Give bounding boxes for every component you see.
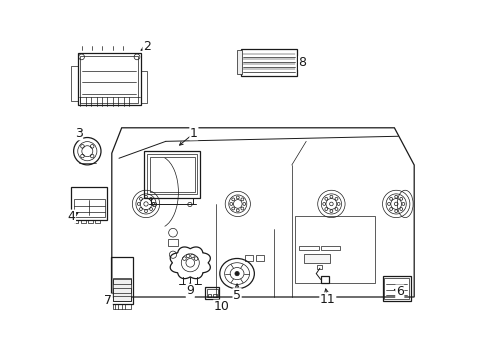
Bar [384, 278, 409, 299]
Bar [113, 288, 131, 293]
Text: 2: 2 [143, 40, 151, 53]
Text: 1: 1 [190, 127, 198, 140]
Circle shape [235, 271, 239, 276]
Bar [299, 246, 319, 250]
Bar [113, 296, 131, 301]
Bar [168, 239, 178, 246]
Bar [88, 220, 93, 223]
Bar [317, 265, 322, 269]
Bar [149, 157, 195, 192]
Bar [141, 71, 147, 103]
Bar [207, 289, 218, 297]
Bar [113, 304, 130, 309]
Text: 9: 9 [186, 284, 194, 297]
Text: 8: 8 [298, 57, 307, 69]
Bar [74, 220, 78, 223]
Bar [78, 53, 141, 105]
Text: 5: 5 [233, 289, 241, 302]
Bar [213, 294, 217, 297]
Bar [237, 50, 242, 74]
Text: 7: 7 [104, 294, 112, 307]
Bar [95, 220, 100, 223]
Bar [320, 246, 341, 250]
Bar [72, 66, 78, 101]
Bar [205, 287, 219, 299]
Bar [144, 151, 200, 198]
Bar [320, 276, 328, 283]
Text: 4: 4 [68, 210, 75, 223]
Bar [304, 254, 330, 263]
Bar [295, 216, 374, 283]
Bar [256, 255, 264, 261]
Bar [383, 276, 411, 301]
Bar [208, 294, 211, 297]
Bar [111, 257, 133, 304]
Bar [81, 220, 86, 223]
Bar [74, 199, 105, 217]
Text: 6: 6 [396, 285, 404, 298]
Bar [72, 187, 107, 220]
Bar [80, 56, 138, 103]
Bar [147, 154, 197, 194]
Bar [242, 49, 297, 76]
Text: 3: 3 [75, 127, 83, 140]
Text: 11: 11 [320, 293, 336, 306]
Bar [113, 279, 131, 284]
Bar [245, 255, 253, 261]
Text: 10: 10 [214, 300, 229, 313]
Bar [113, 278, 131, 301]
